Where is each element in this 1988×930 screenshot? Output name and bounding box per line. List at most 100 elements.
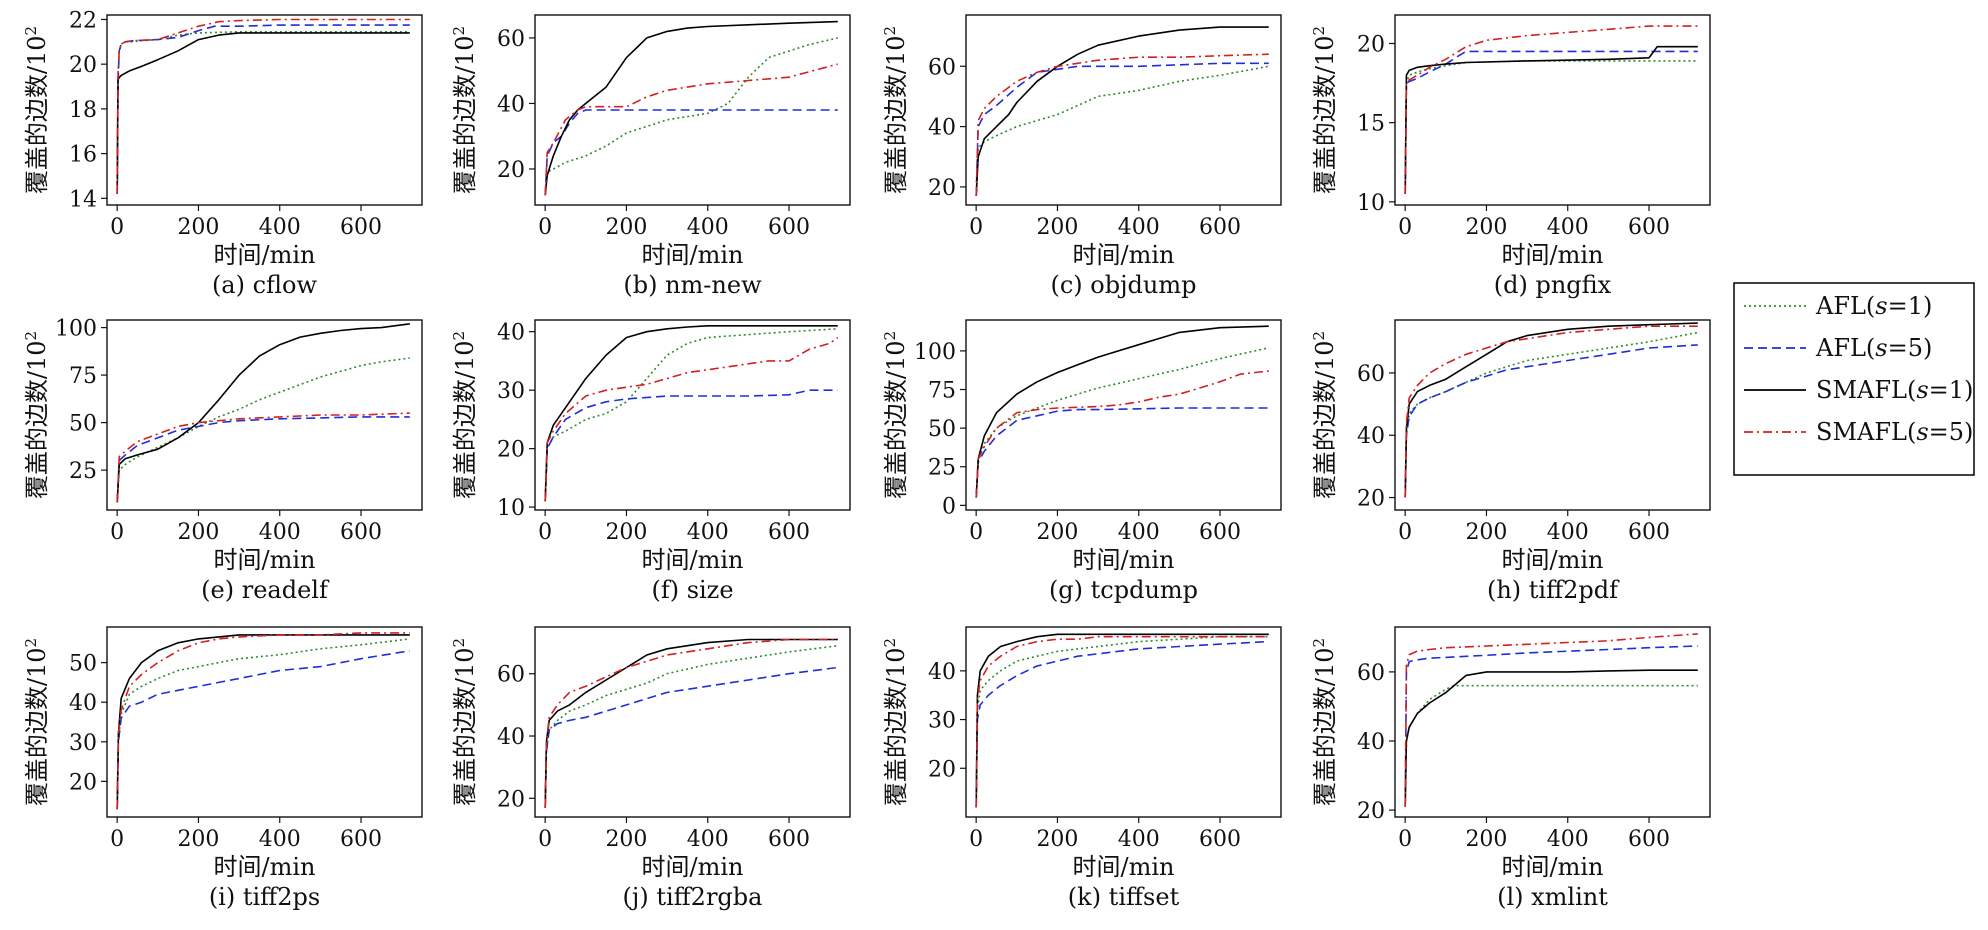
series-line-smafl-s-1	[116, 634, 410, 810]
x-tick-label: 400	[259, 520, 301, 545]
legend-label: AFL(s=5)	[1815, 334, 1932, 362]
subplot-tiff2pdf: 0 200 400 600 20 40 60 时间/min(h) tiff2pdf 覆盖的边数/…	[1310, 319, 1711, 604]
y-tick-label: 100	[55, 317, 97, 342]
plot-frame	[965, 319, 1282, 511]
subplot-xmlint: 0 200 400 600 20 40 60 时间/min(l) xmlint 覆盖的边数/10…	[1310, 626, 1711, 911]
y-axis-label: 覆盖的边数/102	[881, 331, 910, 499]
subplot-caption: (h) tiff2pdf	[1487, 576, 1620, 604]
y-axis-label-main: 覆盖的边数/10	[1311, 340, 1339, 499]
subplot-caption: (j) tiff2rgba	[623, 883, 763, 911]
y-axis-label: 覆盖的边数/102	[22, 638, 51, 806]
plot-frame	[106, 319, 423, 511]
subplot-caption: (e) readelf	[201, 576, 330, 604]
series-line-afl-s-1	[116, 30, 410, 194]
y-tick-label: 40	[497, 725, 525, 750]
y-tick-label: 100	[914, 340, 956, 365]
x-tick-label: 0	[538, 520, 552, 545]
y-tick-label: 50	[69, 412, 97, 437]
y-axis-label-main: 覆盖的边数/10	[1311, 647, 1339, 806]
x-tick-label: 600	[340, 215, 382, 240]
x-axis-label: 时间/min	[1073, 853, 1175, 881]
y-tick-label: 20	[1357, 799, 1385, 824]
x-tick-label: 200	[177, 827, 219, 852]
x-tick-label: 200	[605, 215, 647, 240]
y-tick-label: 20	[497, 787, 525, 812]
y-axis-label: 覆盖的边数/102	[1310, 26, 1339, 194]
y-tick-label: 30	[497, 379, 525, 404]
series-line-smafl-s-5	[544, 63, 839, 196]
series-line-afl-s-1	[1404, 331, 1698, 498]
subplot-caption: (f) size	[651, 576, 733, 604]
x-tick-label: 0	[969, 215, 983, 240]
y-tick-label: 14	[69, 187, 97, 212]
series-line-smafl-s-5	[1404, 325, 1698, 498]
x-tick-label: 200	[177, 520, 219, 545]
y-tick-label: 0	[942, 494, 956, 519]
x-tick-label: 600	[340, 520, 382, 545]
x-tick-label: 400	[1547, 520, 1589, 545]
series-line-afl-s-5	[544, 389, 838, 502]
legend-item: AFL(s=5)	[1744, 334, 1932, 362]
y-tick-label: 20	[928, 757, 956, 782]
x-tick-label: 200	[1036, 520, 1078, 545]
series-line-smafl-s-1	[544, 20, 838, 196]
x-axis-label: 时间/min	[642, 853, 744, 881]
x-tick-label: 400	[1118, 520, 1160, 545]
series-line-afl-s-1	[1404, 60, 1698, 194]
x-axis-label: 时间/min	[214, 546, 316, 574]
series-line-smafl-s-5	[116, 632, 410, 810]
y-tick-label: 50	[69, 652, 97, 677]
series-line-smafl-s-5	[975, 635, 1269, 808]
x-axis-label: 时间/min	[1502, 853, 1604, 881]
series-line-afl-s-1	[116, 357, 410, 503]
x-tick-label: 200	[177, 215, 219, 240]
series-line-smafl-s-1	[544, 324, 838, 502]
y-axis-label: 覆盖的边数/102	[1310, 331, 1339, 499]
legend-item: SMAFL(s=1)	[1744, 376, 1973, 404]
series-line-afl-s-1	[544, 644, 838, 808]
subplot-objdump: 0 200 400 600 20 40 60 时间/min(c) objdump 覆盖的边数/1…	[881, 14, 1282, 299]
x-tick-label: 600	[1199, 215, 1241, 240]
x-tick-label: 0	[1398, 520, 1412, 545]
x-tick-label: 400	[1118, 827, 1160, 852]
y-tick-label: 20	[1357, 33, 1385, 58]
series-line-smafl-s-1	[975, 26, 1269, 197]
y-tick-label: 30	[928, 709, 956, 734]
y-tick-label: 60	[1357, 362, 1385, 387]
series-line-afl-s-1	[975, 65, 1269, 197]
y-axis-label-main: 覆盖的边数/10	[1311, 35, 1339, 194]
subplot-caption: (l) xmlint	[1497, 883, 1608, 911]
series-line-afl-s-5	[116, 650, 410, 810]
x-tick-label: 400	[1547, 827, 1589, 852]
plot-frame	[106, 14, 423, 206]
series-line-smafl-s-5	[1404, 633, 1698, 807]
subplot-caption: (g) tcpdump	[1049, 576, 1198, 604]
x-tick-label: 600	[1628, 215, 1670, 240]
y-tick-label: 60	[1357, 661, 1385, 686]
x-axis-label: 时间/min	[214, 241, 316, 269]
y-tick-label: 20	[69, 770, 97, 795]
x-tick-label: 600	[768, 215, 810, 240]
series-line-smafl-s-5	[975, 370, 1269, 498]
series-line-afl-s-1	[975, 347, 1269, 498]
subplot-tcpdump: 0 200 400 600 0 25 50 75 100 时间/min(g) tcpdump 覆盖的…	[881, 319, 1282, 604]
x-tick-label: 400	[1547, 215, 1589, 240]
y-tick-label: 60	[497, 27, 525, 52]
y-tick-label: 20	[928, 176, 956, 201]
y-axis-label-exponent: 2	[881, 331, 899, 341]
series-line-smafl-s-5	[544, 336, 839, 502]
y-axis-label: 覆盖的边数/102	[450, 26, 479, 194]
y-axis-label-exponent: 2	[22, 331, 40, 341]
y-axis-label-main: 覆盖的边数/10	[882, 647, 910, 806]
x-tick-label: 400	[687, 520, 729, 545]
y-tick-label: 75	[69, 364, 97, 389]
series-line-afl-s-5	[975, 640, 1269, 808]
y-axis-label: 覆盖的边数/102	[881, 638, 910, 806]
series-line-afl-s-5	[1404, 50, 1698, 194]
x-tick-label: 0	[110, 520, 124, 545]
series-line-afl-s-5	[116, 24, 410, 194]
series-line-smafl-s-1	[116, 323, 410, 503]
plot-frame	[106, 626, 423, 818]
subplot-caption: (i) tiff2ps	[209, 883, 320, 911]
